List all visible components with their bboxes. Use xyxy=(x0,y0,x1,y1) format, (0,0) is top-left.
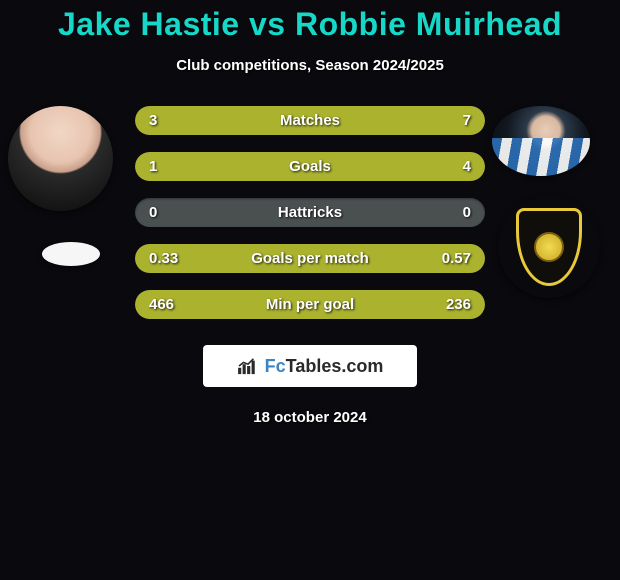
chart-icon xyxy=(237,357,259,375)
stat-label: Hattricks xyxy=(135,198,485,227)
stat-fill-left xyxy=(135,106,240,135)
stat-row-goals: 1 Goals 4 xyxy=(135,152,485,181)
page-subtitle: Club competitions, Season 2024/2025 xyxy=(176,57,444,74)
stat-row-matches: 3 Matches 7 xyxy=(135,106,485,135)
stat-fill-right xyxy=(366,290,485,319)
stat-fill-left xyxy=(135,152,205,181)
stat-value-right: 0 xyxy=(463,198,471,227)
stat-fill-right xyxy=(205,152,485,181)
stat-value-left: 0 xyxy=(149,198,157,227)
branding-badge: FcTables.com xyxy=(203,345,417,387)
right-club-logo xyxy=(498,196,600,298)
comparison-card: Jake Hastie vs Robbie Muirhead Club comp… xyxy=(0,0,620,580)
branding-suffix: Tables.com xyxy=(286,356,384,376)
left-player-avatar xyxy=(8,106,113,211)
stat-fill-left xyxy=(135,244,265,273)
stat-row-hattricks: 0 Hattricks 0 xyxy=(135,198,485,227)
shield-icon xyxy=(516,208,582,286)
stat-fill-right xyxy=(265,244,486,273)
stat-row-goals-per-match: 0.33 Goals per match 0.57 xyxy=(135,244,485,273)
page-title: Jake Hastie vs Robbie Muirhead xyxy=(58,6,562,43)
content-area: 3 Matches 7 1 Goals 4 0 Hattricks 0 xyxy=(0,106,620,426)
right-player-avatar xyxy=(492,106,590,176)
branding-prefix: Fc xyxy=(265,356,286,376)
stats-bars: 3 Matches 7 1 Goals 4 0 Hattricks 0 xyxy=(135,106,485,319)
stat-fill-left xyxy=(135,290,366,319)
left-club-logo xyxy=(42,242,100,266)
stat-row-min-per-goal: 466 Min per goal 236 xyxy=(135,290,485,319)
date-text: 18 october 2024 xyxy=(0,409,620,426)
branding-text: FcTables.com xyxy=(265,356,384,377)
stat-fill-right xyxy=(240,106,485,135)
